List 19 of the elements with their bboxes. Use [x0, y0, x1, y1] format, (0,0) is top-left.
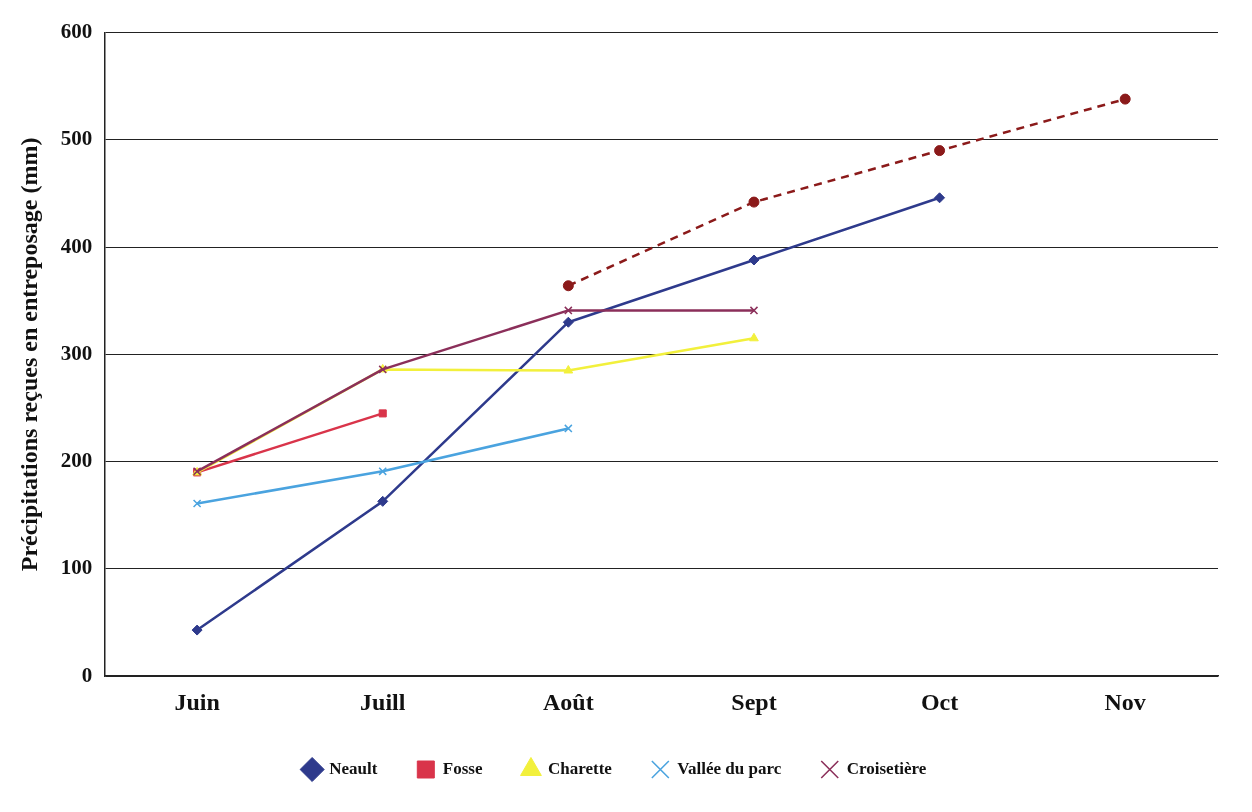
- y-tick-label: 300: [60, 340, 93, 365]
- legend-label: Neault: [329, 758, 378, 778]
- y-tick-label: 0: [81, 662, 93, 687]
- x-tick-label: Août: [543, 688, 594, 715]
- y-axis-title: Précipitations reçues en entreposage (mm): [15, 137, 42, 572]
- legend-label: Charette: [547, 758, 613, 778]
- legend-label: Fosse: [442, 758, 483, 778]
- x-tick-label: Juill: [360, 688, 406, 715]
- legend-label: Vallée du parc: [677, 758, 782, 778]
- y-tick-label: 500: [60, 126, 93, 151]
- x-tick-label: Sept: [731, 688, 777, 715]
- legend-label: Croisetière: [846, 758, 927, 778]
- x-tick-label: Nov: [1104, 688, 1146, 715]
- y-tick-label: 400: [60, 233, 93, 258]
- y-tick-label: 600: [60, 19, 93, 44]
- y-tick-label: 100: [60, 555, 93, 580]
- y-tick-label: 200: [60, 448, 93, 473]
- x-tick-label: Oct: [920, 688, 959, 715]
- x-tick-label: Juin: [174, 688, 220, 715]
